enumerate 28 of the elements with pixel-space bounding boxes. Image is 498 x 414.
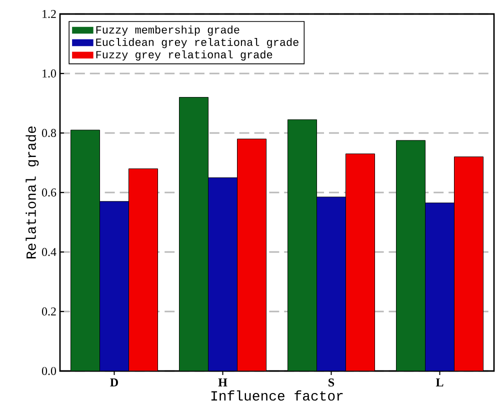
bar xyxy=(100,201,129,371)
x-axis-title: Influence factor xyxy=(211,390,343,401)
bar xyxy=(288,120,317,371)
y-tick-label: 1.0 xyxy=(42,69,56,78)
y-tick-label: 0.8 xyxy=(42,128,56,138)
bar xyxy=(396,140,426,371)
legend-label: Euclidean grey relational grade xyxy=(96,38,298,48)
legend-label: Fuzzy membership grade xyxy=(96,26,240,36)
x-tick-label: H xyxy=(218,378,228,386)
bar xyxy=(237,138,266,371)
bar xyxy=(208,178,238,371)
bar xyxy=(70,130,100,371)
y-tick-label: 1.2 xyxy=(42,10,56,18)
y-tick-label: 0.4 xyxy=(42,248,56,256)
bar xyxy=(316,196,346,371)
x-tick-label: S xyxy=(328,378,334,387)
y-tick-label: 0.2 xyxy=(42,307,56,316)
y-tick-label: 0.0 xyxy=(42,366,56,376)
bar xyxy=(346,154,375,371)
legend-label: Fuzzy grey relational grade xyxy=(96,50,272,61)
bar xyxy=(454,156,484,371)
bar xyxy=(128,168,158,371)
bar xyxy=(425,202,455,371)
y-axis-title: Relational grade xyxy=(26,126,39,258)
y-tick-label: 0.6 xyxy=(42,188,56,197)
x-tick-label: L xyxy=(436,378,444,386)
bar xyxy=(179,97,208,371)
x-tick-label: D xyxy=(110,378,118,386)
